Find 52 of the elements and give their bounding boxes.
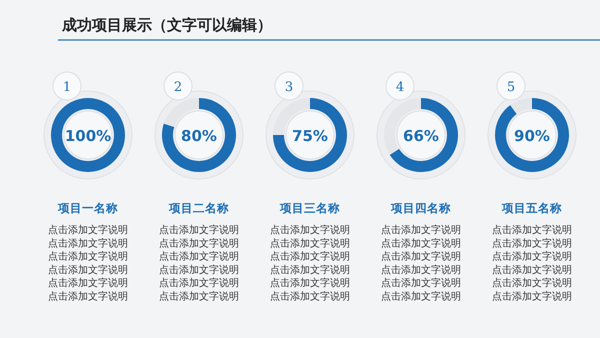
- data-label: 75%: [292, 127, 328, 145]
- text: 4: [396, 80, 404, 95]
- donut-slice: [162, 98, 236, 172]
- text: 点击添加文字说明: [48, 250, 128, 263]
- text: 1: [62, 80, 72, 95]
- text: 点击添加文字说明: [381, 277, 461, 290]
- text: 点击添加文字说明: [48, 277, 128, 290]
- text: 点击添加文字说明: [159, 277, 239, 290]
- text: 点击添加文字说明: [492, 250, 572, 263]
- text: 点击添加文字说明: [159, 250, 239, 263]
- text: 2: [174, 80, 182, 95]
- text: 点击添加文字说明: [48, 264, 128, 276]
- text: 点击添加文字说明: [270, 237, 350, 250]
- text: 点击添加文字说明: [48, 237, 128, 250]
- data-label: 100%: [64, 127, 112, 145]
- text: 点击添加文字说明: [492, 277, 572, 290]
- text: 点击添加文字说明: [381, 237, 461, 250]
- donut-slice: [390, 98, 458, 172]
- data-label: 80%: [181, 127, 217, 145]
- donut-slice: [273, 98, 347, 172]
- text: 点击添加文字说明: [492, 237, 572, 250]
- donut-slice: [495, 98, 569, 172]
- text: 项目一名称: [57, 201, 118, 215]
- text: 点击添加文字说明: [492, 264, 572, 276]
- text: 点击添加文字说明: [48, 224, 128, 236]
- text: 项目五名称: [501, 201, 562, 215]
- text: 点击添加文字说明: [381, 264, 461, 276]
- text: 点击添加文字说明: [270, 290, 350, 302]
- text: 项目三名称: [279, 201, 340, 215]
- text: 点击添加文字说明: [159, 237, 239, 250]
- text: 点击添加文字说明: [270, 264, 350, 276]
- text: 3: [284, 80, 294, 95]
- text: 点击添加文字说明: [159, 290, 239, 302]
- text: 点击添加文字说明: [381, 224, 461, 236]
- text: 点击添加文字说明: [270, 250, 350, 263]
- text: 项目二名称: [168, 201, 229, 215]
- text: 点击添加文字说明: [270, 224, 350, 236]
- data-label: 66%: [403, 127, 439, 145]
- text: 项目四名称: [390, 201, 451, 215]
- text: 点击添加文字说明: [381, 290, 461, 302]
- data-label: 90%: [514, 127, 550, 145]
- donut-slice: [510, 98, 532, 114]
- text: 5: [506, 80, 516, 95]
- text: 点击添加文字说明: [159, 264, 239, 276]
- donut-slice: [164, 98, 199, 127]
- text: 点击添加文字说明: [159, 224, 239, 236]
- text: 点击添加文字说明: [48, 290, 128, 302]
- text: 点击添加文字说明: [492, 224, 572, 236]
- text: 成功项目展示（文字可以编辑）: [61, 16, 272, 34]
- text: 点击添加文字说明: [381, 250, 461, 263]
- text: 点击添加文字说明: [492, 290, 572, 302]
- text: 点击添加文字说明: [270, 277, 350, 290]
